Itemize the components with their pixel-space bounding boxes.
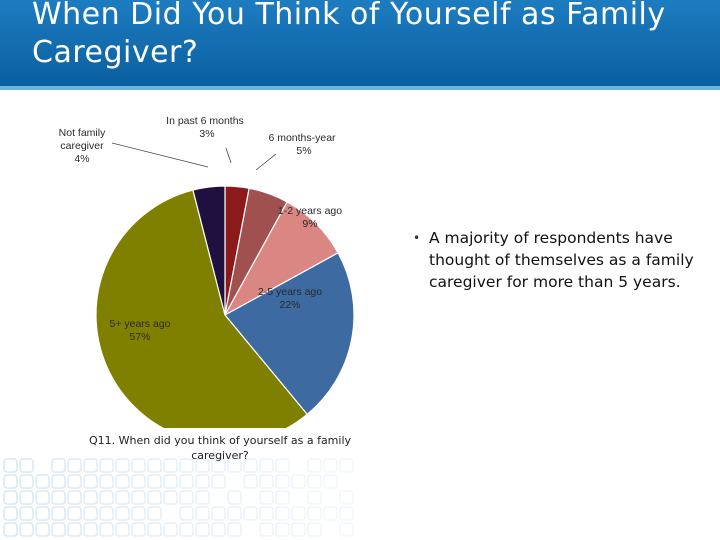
bullet-text: A majority of respondents have thought o… [429, 229, 694, 291]
decorative-square [20, 507, 33, 520]
decorative-square [228, 507, 241, 520]
decorative-square [340, 491, 353, 504]
decorative-square [260, 507, 273, 520]
chart-caption: Q11. When did you think of yourself as a… [60, 433, 380, 463]
decorative-square [52, 523, 65, 536]
decorative-square [84, 491, 97, 504]
decorative-square [308, 475, 321, 488]
decorative-square [212, 475, 225, 488]
leader-lines [112, 143, 276, 170]
decorative-pattern [0, 455, 360, 540]
decorative-square [4, 507, 17, 520]
decorative-square [20, 491, 33, 504]
decorative-square [180, 523, 193, 536]
decorative-square [260, 491, 273, 504]
slice-label-not-family-caregiver: Not family caregiver 4% [59, 127, 106, 165]
decorative-square [4, 459, 17, 472]
decorative-square [212, 523, 225, 536]
title-bar: When Did You Think of Yourself as Family… [0, 0, 720, 90]
decorative-square [308, 523, 321, 536]
decorative-square [148, 475, 161, 488]
decorative-square [212, 507, 225, 520]
decorative-square [84, 475, 97, 488]
decorative-square [116, 475, 129, 488]
decorative-square [116, 491, 129, 504]
decorative-square [180, 507, 193, 520]
decorative-square [196, 475, 209, 488]
decorative-square [324, 475, 337, 488]
decorative-square [36, 507, 49, 520]
decorative-square [4, 491, 17, 504]
decorative-square [324, 507, 337, 520]
decorative-square [244, 475, 257, 488]
decorative-square [68, 475, 81, 488]
decorative-square [308, 491, 321, 504]
decorative-square [340, 523, 353, 536]
decorative-square [244, 507, 257, 520]
decorative-square [228, 523, 241, 536]
decorative-square [84, 507, 97, 520]
decorative-square [20, 475, 33, 488]
decorative-square [116, 507, 129, 520]
decorative-square [84, 523, 97, 536]
decorative-square [180, 475, 193, 488]
decorative-square [276, 507, 289, 520]
decorative-square [100, 491, 113, 504]
decorative-square [20, 523, 33, 536]
decorative-square [132, 523, 145, 536]
decorative-square [148, 491, 161, 504]
decorative-square [132, 475, 145, 488]
decorative-square [196, 523, 209, 536]
decorative-square [68, 507, 81, 520]
decorative-square [52, 491, 65, 504]
decorative-square [36, 475, 49, 488]
leader-line-6-months-year [256, 154, 276, 170]
decorative-square [116, 523, 129, 536]
decorative-square [4, 523, 17, 536]
decorative-square [196, 507, 209, 520]
decorative-square [20, 459, 33, 472]
decorative-square [148, 523, 161, 536]
decorative-square [228, 491, 241, 504]
decorative-square [276, 523, 289, 536]
decorative-square [340, 507, 353, 520]
decorative-square [164, 523, 177, 536]
slice-label-in-past-6-months: In past 6 months 3% [166, 115, 244, 140]
decorative-square [196, 491, 209, 504]
bullet-dot: • [413, 227, 420, 249]
decorative-square [148, 507, 161, 520]
decorative-square [36, 523, 49, 536]
leader-line-not-family-caregiver [112, 143, 208, 167]
decorative-square [132, 491, 145, 504]
decorative-square [52, 475, 65, 488]
bullet-list: • A majority of respondents have thought … [413, 227, 703, 293]
slide-title: When Did You Think of Yourself as Family… [32, 0, 712, 72]
bullet-item: • A majority of respondents have thought … [413, 227, 703, 293]
decorative-square [164, 475, 177, 488]
decorative-square [260, 475, 273, 488]
decorative-square [36, 491, 49, 504]
decorative-square [68, 523, 81, 536]
decorative-square [276, 475, 289, 488]
decorative-square [52, 507, 65, 520]
decorative-square [164, 491, 177, 504]
decorative-square [68, 491, 81, 504]
decorative-square [308, 507, 321, 520]
decorative-square [180, 491, 193, 504]
decorative-square [260, 523, 273, 536]
decorative-square [100, 507, 113, 520]
decorative-square [292, 475, 305, 488]
slice-label-6-months-year: 6 months-year 5% [268, 132, 336, 157]
decorative-square [132, 507, 145, 520]
leader-line-in-past-6-months [226, 148, 231, 163]
decorative-square [292, 523, 305, 536]
decorative-square [100, 523, 113, 536]
pie-chart: In past 6 months 3% 6 months-year 5% 1-2 yea… [40, 108, 380, 428]
decorative-square [4, 475, 17, 488]
decorative-square [276, 491, 289, 504]
decorative-square [292, 507, 305, 520]
decorative-square [100, 475, 113, 488]
